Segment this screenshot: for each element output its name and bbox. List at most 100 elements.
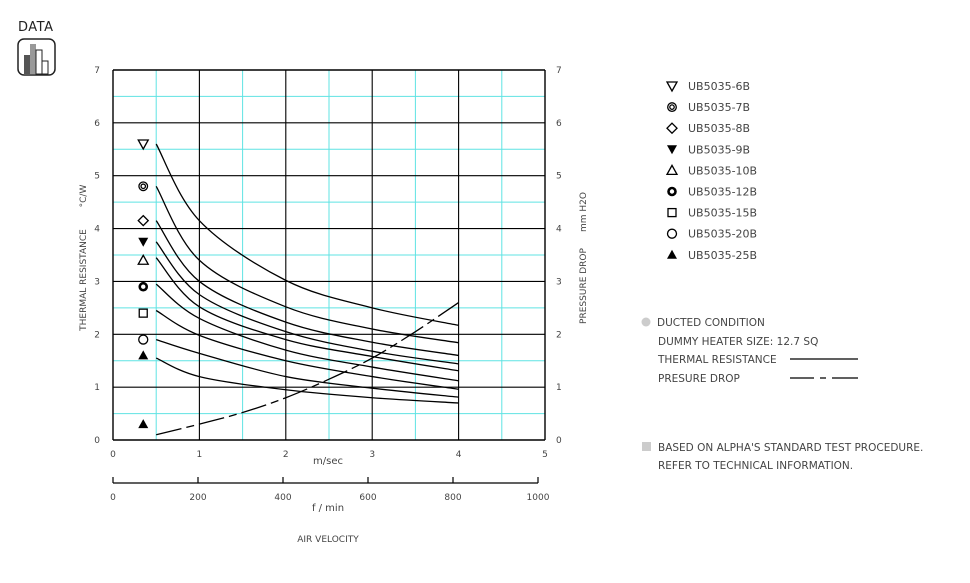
- legend-label: UB5035-25B: [688, 249, 757, 262]
- x2-axis-label-fmin: f / min: [312, 503, 344, 514]
- y-left-tick-label: 5: [94, 172, 100, 182]
- legend-marker-triangle-up-filled-icon: [667, 249, 677, 259]
- y-left-label: THERMAL RESISTANCE: [79, 229, 89, 332]
- x2-tick-label: 200: [189, 493, 206, 503]
- y-right-tick-label: 6: [556, 119, 562, 129]
- shape: [137, 214, 150, 227]
- shape: [138, 281, 149, 292]
- y-left-tick-label: 6: [94, 119, 100, 129]
- legend-label: UB5035-12B: [688, 186, 757, 199]
- shape: [138, 350, 149, 360]
- legend-marker-thick-circle-icon: [667, 186, 677, 197]
- bar-chart-icon: [17, 38, 56, 76]
- note-pressure: PRESURE DROP: [658, 373, 740, 385]
- shape: [666, 228, 678, 239]
- y-right-tick-label: 7: [556, 66, 562, 76]
- y-left-tick-label: 0: [94, 436, 100, 446]
- data-badge: DATA: [16, 20, 60, 81]
- x-tick-label: 0: [110, 450, 116, 460]
- note-thermal: THERMAL RESISTANCE: [657, 354, 777, 366]
- legend-label: UB5035-7B: [688, 101, 750, 114]
- shape: [138, 181, 149, 192]
- legend-label: UB5035-8B: [688, 122, 750, 135]
- y-left-tick-label: 4: [94, 225, 100, 235]
- y-right-tick-label: 0: [556, 436, 562, 446]
- legend-marker-double-circle-icon: [667, 102, 677, 113]
- shape: [665, 164, 679, 176]
- thermal-curve-ub5035-8b: [155, 220, 459, 357]
- thermal-curve-ub5035-10b: [155, 257, 459, 372]
- shape: [665, 81, 679, 93]
- shape: [667, 145, 677, 155]
- note-bullet-circle-icon: [641, 317, 651, 327]
- shape: [137, 139, 150, 151]
- shape: [667, 249, 677, 259]
- shape: [138, 334, 149, 345]
- x-tick-label: 3: [369, 450, 375, 460]
- thermal-curve-ub5035-7b: [155, 185, 459, 344]
- legend-label: UB5035-15B: [688, 207, 757, 220]
- thermal-curve-ub5035-15b: [155, 309, 459, 390]
- legend-item: UB5035-12B: [667, 186, 757, 199]
- y-left-tick-label: 1: [94, 383, 100, 393]
- legend-label: UB5035-6B: [688, 80, 750, 93]
- shape: [137, 253, 150, 265]
- shape: [669, 104, 675, 110]
- y-left-tick-label: 3: [94, 277, 100, 287]
- legend-marker-square-open-icon: [667, 207, 677, 218]
- pressure-marker-triangle-up-filled-icon: [138, 419, 149, 429]
- x-tick-label: 4: [456, 450, 462, 460]
- thermal-curve-ub5035-20b: [156, 338, 459, 398]
- series-marker-circle-open-icon: [138, 334, 149, 345]
- x-axis-label-msec: m/sec: [313, 456, 343, 467]
- thermal-curve-ub5035-25b: [155, 357, 459, 404]
- y-right-unit: mm H2O: [579, 192, 589, 232]
- y-right-tick-label: 3: [556, 277, 562, 287]
- y-right-tick-label: 2: [556, 330, 562, 340]
- legend-item: UB5035-15B: [667, 207, 757, 220]
- y-right-label: PRESSURE DROP: [579, 247, 589, 323]
- thermal-curve-ub5035-6b: [155, 143, 459, 326]
- y-left-tick-label: 2: [94, 330, 100, 340]
- series-marker-triangle-down-filled-icon: [138, 237, 149, 247]
- x-tick-label: 1: [197, 450, 203, 460]
- legend-marker-triangle-up-open-icon: [665, 164, 679, 176]
- legend-item: UB5035-10B: [665, 164, 757, 177]
- shape: [138, 308, 148, 318]
- x2-tick-label: 1000: [527, 493, 550, 503]
- note-refer: REFER TO TECHNICAL INFORMATION.: [658, 460, 853, 472]
- y-left-unit: °C/W: [79, 185, 89, 208]
- legend-marker-triangle-down-open-icon: [665, 81, 679, 93]
- series-marker-triangle-down-open-icon: [137, 139, 150, 151]
- data-badge-label: DATA: [18, 20, 54, 35]
- series-marker-square-open-icon: [138, 308, 148, 318]
- notes: DUCTED CONDITION DUMMY HEATER SIZE: 12.7…: [641, 317, 923, 472]
- legend-item: UB5035-25B: [667, 249, 757, 262]
- thermal-curve-ub5035-9b: [155, 241, 459, 365]
- y-right-tick-label: 4: [556, 225, 562, 235]
- y-left-tick-label: 7: [94, 66, 100, 76]
- series-marker-thick-circle-icon: [138, 281, 149, 292]
- legend-item: UB5035-8B: [666, 122, 750, 135]
- shape: [667, 186, 677, 197]
- legend-marker-circle-open-icon: [666, 228, 678, 239]
- shape: [667, 207, 677, 218]
- x-tick-label: 2: [283, 450, 289, 460]
- note-ducted: DUCTED CONDITION: [657, 317, 765, 329]
- legend-label: UB5035-10B: [688, 164, 757, 177]
- series-marker-double-circle-icon: [138, 181, 149, 192]
- shape: [138, 237, 149, 247]
- series-marker-diamond-open-icon: [137, 214, 150, 227]
- y-right-tick-label: 1: [556, 383, 562, 393]
- x2-tick-label: 400: [274, 493, 291, 503]
- shape: [667, 102, 677, 113]
- series-marker-triangle-up-open-icon: [137, 253, 150, 265]
- x2-tick-label: 0: [110, 493, 116, 503]
- x2-tick-label: 800: [444, 493, 461, 503]
- x-tick-label: 5: [542, 450, 548, 460]
- legend-item: UB5035-9B: [667, 143, 750, 156]
- legend-marker-triangle-down-filled-icon: [667, 145, 677, 155]
- thermal-curve-ub5035-12b: [155, 283, 459, 382]
- legend-marker-diamond-open-icon: [666, 122, 678, 135]
